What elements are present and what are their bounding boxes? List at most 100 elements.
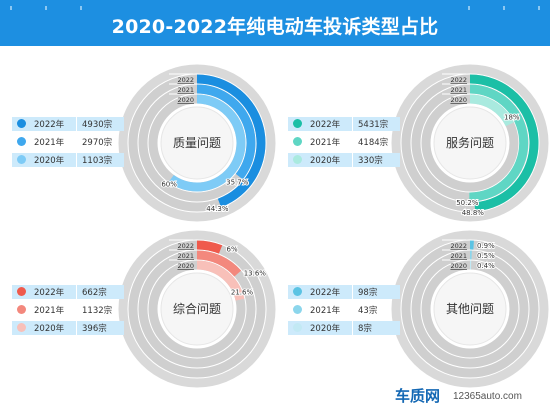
legend-row: 2020年 330宗 xyxy=(288,153,400,167)
data-label-2022: 6% xyxy=(227,245,238,253)
ring-year-label: 2022 xyxy=(177,76,194,84)
center-disc xyxy=(433,106,507,180)
legend-year: 2020年 xyxy=(34,324,65,334)
legend-value: 43宗 xyxy=(358,306,378,316)
legend-value: 1103宗 xyxy=(82,156,113,166)
legend-row: 2021年 43宗 xyxy=(288,303,400,317)
legend-row: 2022年 98宗 xyxy=(288,285,400,299)
legend-row: 2022年 662宗 xyxy=(12,285,124,299)
legend-year: 2021年 xyxy=(34,138,65,148)
data-label-2022: 0.9% xyxy=(477,242,495,250)
legend-row: 2021年 4184宗 xyxy=(288,135,400,149)
center-label: 质量问题 xyxy=(173,136,221,150)
legend-year: 2020年 xyxy=(310,156,341,166)
legend-value: 5431宗 xyxy=(358,120,389,130)
legend-separator xyxy=(76,117,77,131)
data-label-2020: 0.4% xyxy=(477,262,495,270)
legend-year: 2021年 xyxy=(310,306,341,316)
header-tick xyxy=(468,6,470,10)
ring-arc-2021 xyxy=(196,84,256,180)
data-label-2022: 44.3% xyxy=(206,205,229,213)
data-label-2022: 48.8% xyxy=(462,209,485,217)
legend-year: 2022年 xyxy=(34,120,65,130)
legend-row: 2020年 8宗 xyxy=(288,321,400,335)
ring-year-label: 2022 xyxy=(450,76,467,84)
legend-value: 2970宗 xyxy=(82,138,113,148)
legend-year: 2021年 xyxy=(34,306,65,316)
ring-arc-2022 xyxy=(469,74,539,212)
legend-swatch xyxy=(17,119,26,128)
legend-value: 98宗 xyxy=(358,288,378,298)
ring-arc-2022 xyxy=(196,74,266,208)
data-label-2021: 13.6% xyxy=(244,270,267,278)
legend-swatch xyxy=(17,305,26,314)
legend-swatch xyxy=(17,287,26,296)
legend-separator xyxy=(352,117,353,131)
legend-value: 4930宗 xyxy=(82,120,113,130)
legend-year: 2020年 xyxy=(310,324,341,334)
legend-swatch xyxy=(293,155,302,164)
legend-value: 1132宗 xyxy=(82,306,113,316)
legend-separator xyxy=(76,285,77,299)
legend-separator xyxy=(352,321,353,335)
legend-year: 2021年 xyxy=(310,138,341,148)
outer-track-ring xyxy=(118,64,276,222)
donut-chart-3: 2022 2021 2020 综合问题 6% 13.6% 21.6% xyxy=(118,230,276,388)
legend-value: 662宗 xyxy=(82,288,107,298)
legend-separator xyxy=(76,303,77,317)
footer-brand-logo: 车质网 xyxy=(395,387,441,405)
legend-row: 2021年 2970宗 xyxy=(12,135,124,149)
legend-value: 330宗 xyxy=(358,156,383,166)
center-label: 综合问题 xyxy=(173,301,221,316)
legend-year: 2022年 xyxy=(310,288,341,298)
legend-value: 4184宗 xyxy=(358,138,389,148)
header-bar: 2020-2022年纯电动车投诉类型占比 xyxy=(0,0,550,46)
center-disc xyxy=(160,272,234,346)
legend-separator xyxy=(352,153,353,167)
legend-separator xyxy=(76,321,77,335)
ring-year-label: 2022 xyxy=(450,242,467,250)
data-label-2021: 35.7% xyxy=(226,179,249,187)
data-label-2021: 50.2% xyxy=(456,199,479,207)
legend-separator xyxy=(76,153,77,167)
legend-separator xyxy=(352,303,353,317)
outer-track-ring xyxy=(118,230,276,388)
charts-panel: 2022 2021 2020 质量问题 44.3% 35.7% 60% 2022 2021 202… xyxy=(0,46,550,409)
legend-swatch xyxy=(293,119,302,128)
legend-row: 2020年 396宗 xyxy=(12,321,124,335)
legend-separator xyxy=(352,135,353,149)
donut-charts: 202220212020质量问题44.3%35.7%60%20222021202… xyxy=(118,64,549,388)
header-tick xyxy=(10,6,12,10)
legend-year: 2022年 xyxy=(310,120,341,130)
header-tick xyxy=(503,6,505,10)
ring-year-label: 2020 xyxy=(177,96,194,104)
legend-row: 2022年 4930宗 xyxy=(12,117,124,131)
ring-year-label: 2022 xyxy=(177,242,194,250)
header-tick xyxy=(45,6,47,10)
legend-swatch xyxy=(17,323,26,332)
legend-swatch xyxy=(17,137,26,146)
ring-arc-2020 xyxy=(196,260,245,301)
outer-track-ring xyxy=(391,64,549,222)
ring-year-label: 2021 xyxy=(177,86,194,94)
center-disc xyxy=(433,272,507,346)
legend-year: 2022年 xyxy=(34,288,65,298)
ring-year-label: 2021 xyxy=(450,86,467,94)
legend-separator xyxy=(76,135,77,149)
legend-value: 396宗 xyxy=(82,324,107,334)
ring-year-label: 2021 xyxy=(177,252,194,260)
header-tick xyxy=(538,6,540,10)
legend-separator xyxy=(352,285,353,299)
legend-year: 2020年 xyxy=(34,156,65,166)
ring-arc-2020 xyxy=(168,94,246,192)
legend-swatch xyxy=(293,137,302,146)
ring-year-label: 2020 xyxy=(177,262,194,270)
center-label: 其他问题 xyxy=(446,302,494,316)
donut-chart-4: 2022 2021 2020 其他问题 0.9% 0.5% 0.4% xyxy=(391,230,549,388)
center-label: 服务问题 xyxy=(446,135,494,150)
legend-value: 8宗 xyxy=(358,324,372,334)
ring-arc-2022 xyxy=(196,240,223,254)
data-label-2021: 0.5% xyxy=(477,252,495,260)
ring-arc-2021 xyxy=(196,250,242,277)
legend-row: 2021年 1132宗 xyxy=(12,303,124,317)
